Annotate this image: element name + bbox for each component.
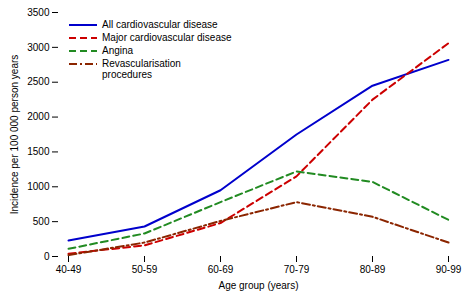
svg-text:80-89: 80-89: [360, 264, 386, 275]
svg-text:90-99: 90-99: [436, 264, 462, 275]
svg-text:2000: 2000: [27, 111, 50, 122]
html-text:All cardiovascular disease: All cardiovascular disease: [102, 19, 218, 30]
svg-text:1000: 1000: [27, 181, 50, 192]
svg-text:3500: 3500: [27, 7, 50, 18]
svg-text:Incidence per 100 000 person y: Incidence per 100 000 person years: [9, 55, 20, 215]
svg-text:Age group (years): Age group (years): [218, 280, 298, 291]
svg-text:60-69: 60-69: [208, 264, 234, 275]
svg-text:70-79: 70-79: [284, 264, 310, 275]
svg-text:500: 500: [33, 216, 50, 227]
html-text:Angina: Angina: [102, 45, 134, 56]
html-text:Major cardiovascular disease: Major cardiovascular disease: [102, 32, 232, 43]
svg-text:40-49: 40-49: [56, 264, 82, 275]
svg-text:0: 0: [44, 251, 50, 262]
svg-text:3000: 3000: [27, 42, 50, 53]
svg-text:50-59: 50-59: [132, 264, 158, 275]
svg-text:1500: 1500: [27, 146, 50, 157]
html-text:Revascularisation procedures: Revascularisation procedures: [102, 58, 181, 80]
svg-text:2500: 2500: [27, 76, 50, 87]
